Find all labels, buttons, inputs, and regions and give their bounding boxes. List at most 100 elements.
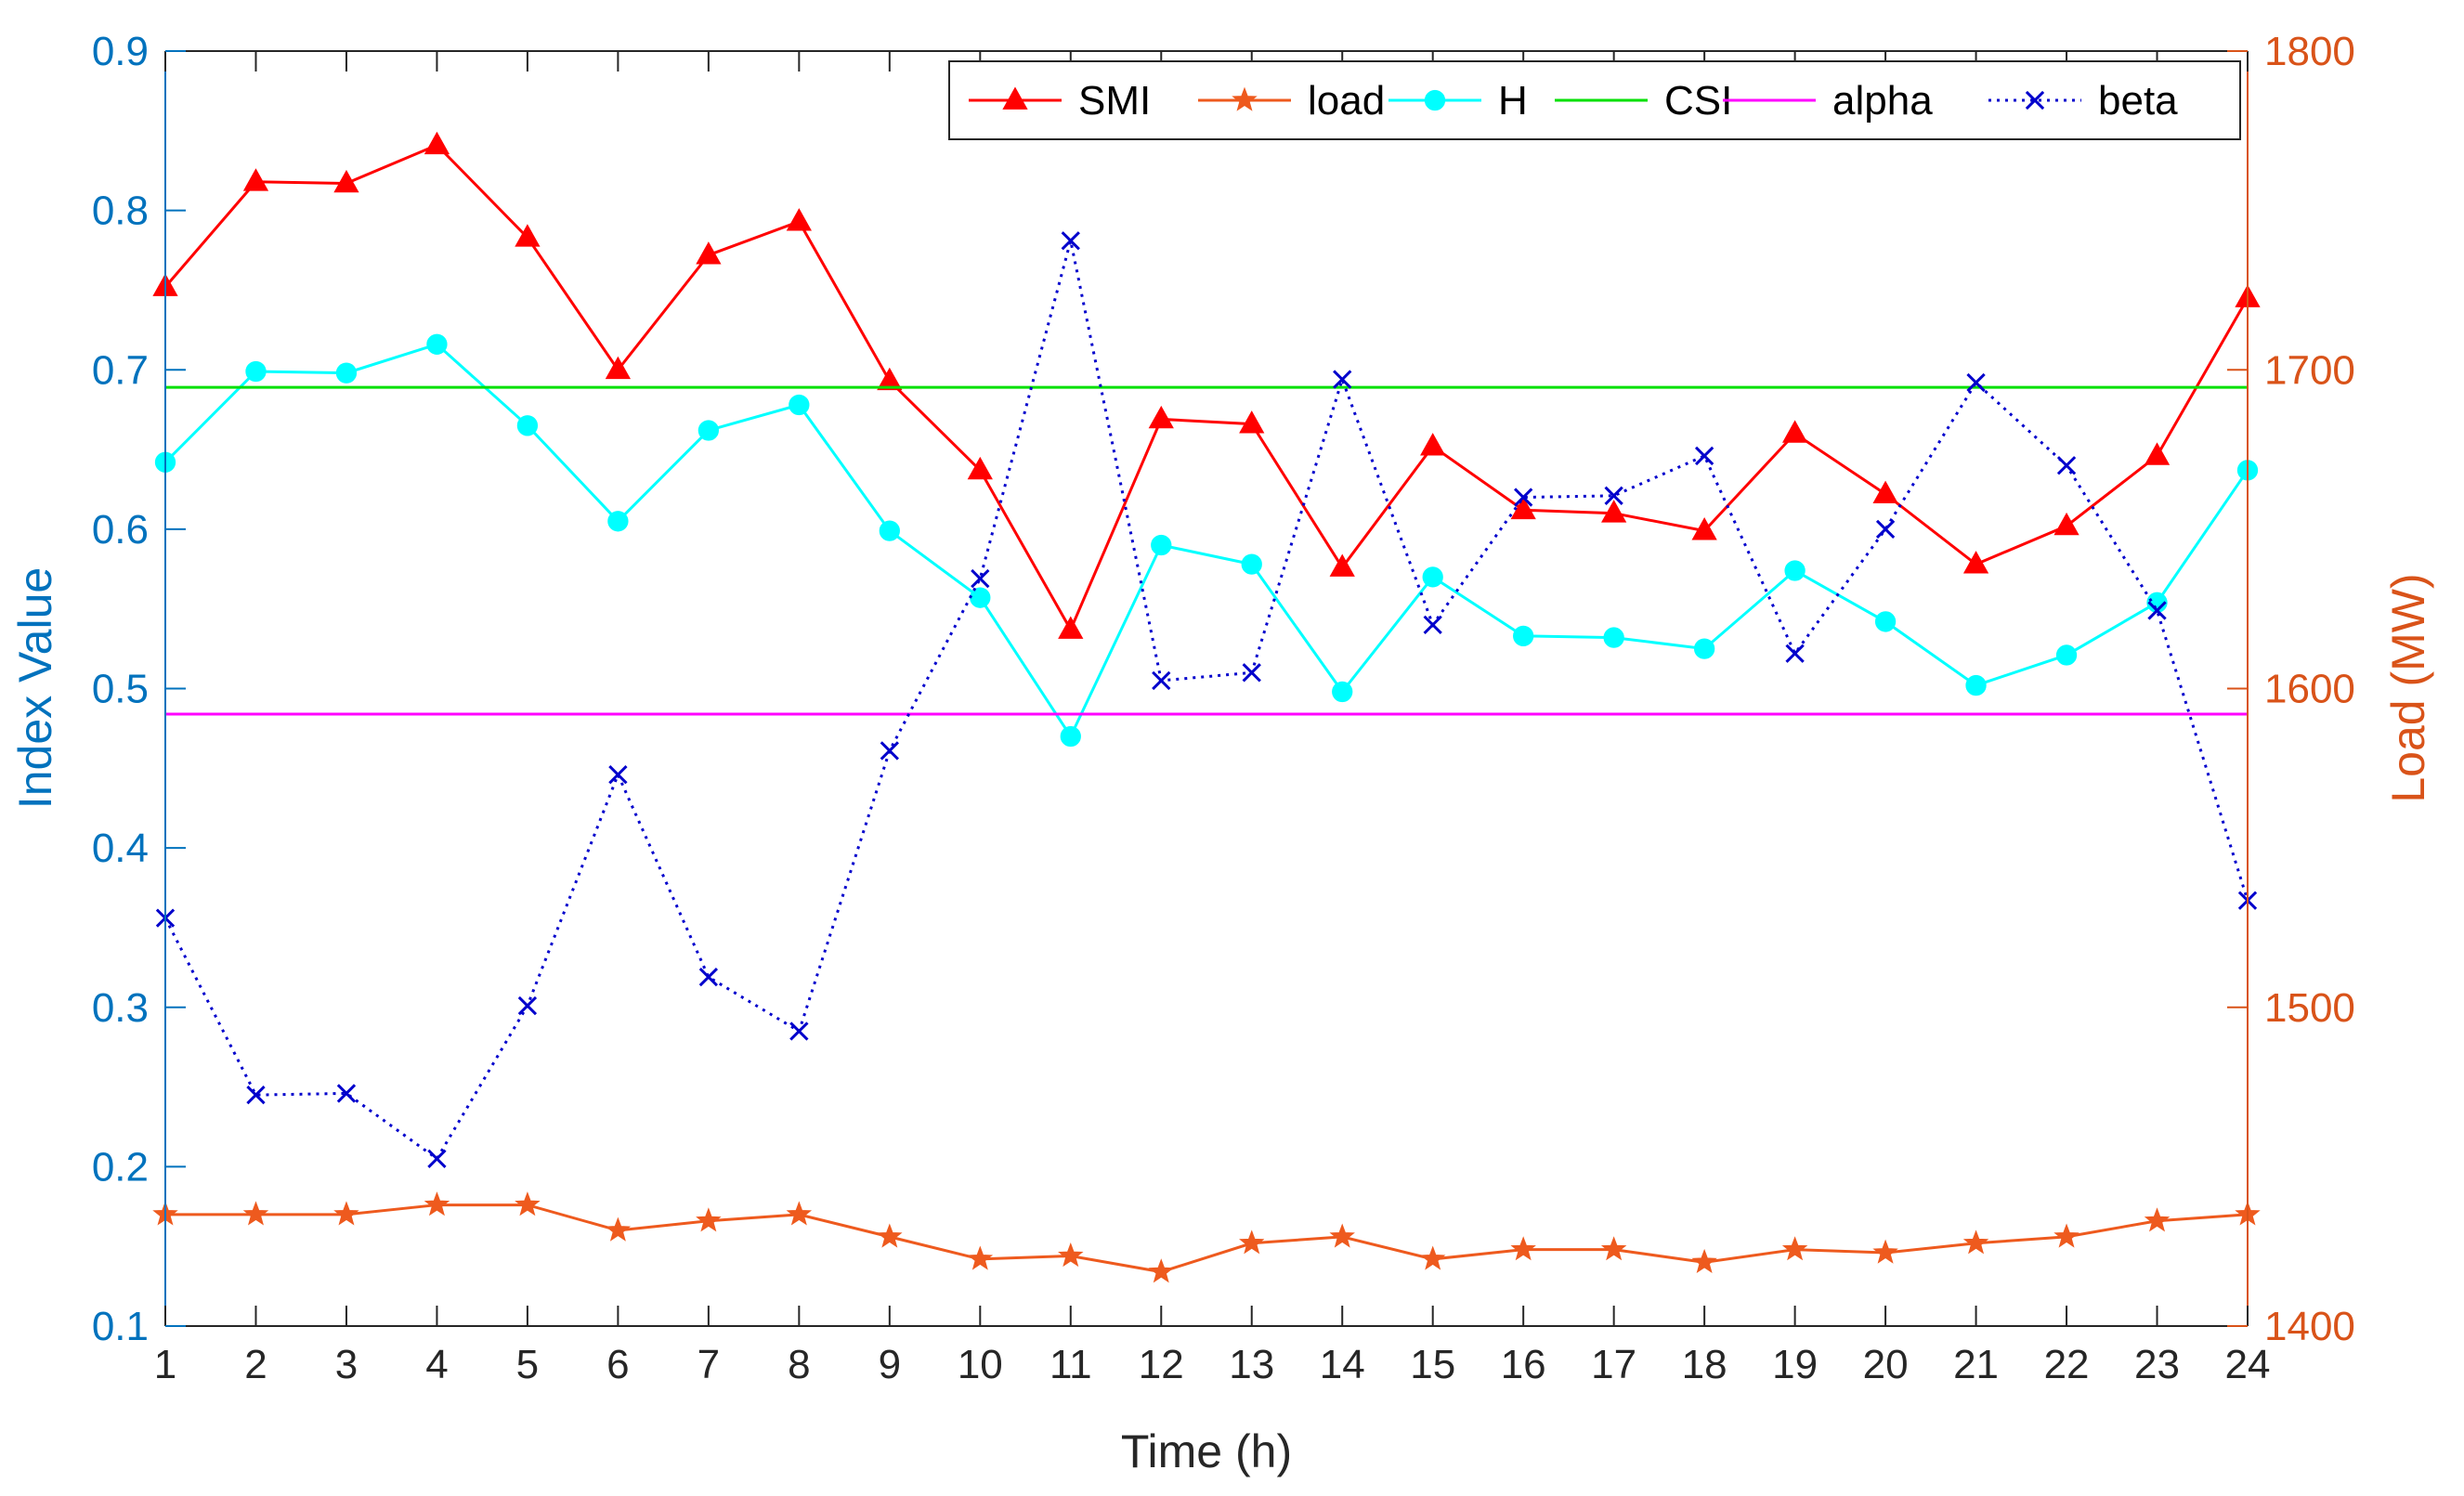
plot-background	[165, 51, 2248, 1326]
legend-label-beta: beta	[2098, 78, 2178, 124]
point-beta-11	[1061, 231, 1080, 251]
point-H-4	[426, 333, 448, 355]
point-H-14	[1332, 681, 1353, 703]
x-axis-title: Time (h)	[1121, 1425, 1292, 1477]
x-tick-label: 9	[879, 1342, 901, 1387]
series-line-load	[165, 1203, 2249, 1274]
legend-label-SMI: SMI	[1078, 78, 1151, 124]
legend: SMI load H CSI alpha beta	[948, 60, 2241, 140]
point-beta-19	[1785, 644, 1805, 663]
x-tick-label: 20	[1863, 1342, 1909, 1387]
x-tick-label: 14	[1320, 1342, 1365, 1387]
point-H-5	[516, 415, 539, 436]
point-load-8	[786, 1201, 813, 1226]
y-tick-label-left: 0.3	[92, 985, 149, 1031]
point-load-9	[877, 1223, 903, 1248]
y-axis-title-left: Index Value	[9, 567, 61, 809]
y-tick-label-left: 0.5	[92, 667, 149, 712]
point-SMI-18	[1691, 517, 1717, 540]
point-SMI-21	[1962, 551, 1989, 574]
point-H-3	[335, 362, 358, 384]
point-beta-16	[1514, 488, 1533, 507]
point-SMI-4	[424, 131, 450, 155]
point-load-10	[967, 1245, 994, 1270]
point-SMI-19	[1781, 420, 1808, 443]
y-axis-title-right: Load (MW)	[2382, 573, 2434, 802]
x-tick-label: 2	[244, 1342, 267, 1387]
x-tick-label: 19	[1772, 1342, 1818, 1387]
legend-entry-H: H	[1388, 78, 1528, 124]
point-beta-8	[789, 1021, 809, 1041]
point-SMI-10	[967, 456, 993, 480]
point-beta-3	[336, 1084, 357, 1103]
x-tick-label: 18	[1682, 1342, 1727, 1387]
point-SMI-14	[1329, 553, 1355, 577]
point-beta-22	[2056, 456, 2077, 475]
point-SMI-12	[1148, 405, 1174, 429]
point-beta-13	[1242, 663, 1261, 683]
x-tick-label: 21	[1953, 1342, 1999, 1387]
y-tick-label-right: 1600	[2264, 667, 2355, 712]
legend-label-load: load	[1308, 78, 1385, 124]
point-beta-15	[1423, 615, 1442, 635]
x-tick-label: 15	[1410, 1342, 1455, 1387]
point-load-23	[2144, 1207, 2171, 1232]
point-load-14	[1329, 1223, 1355, 1248]
y-tick-label-right: 1500	[2264, 985, 2355, 1031]
point-beta-2	[246, 1085, 266, 1105]
point-beta-20	[1875, 519, 1896, 540]
point-load-13	[1239, 1229, 1265, 1255]
point-SMI-13	[1239, 410, 1265, 434]
x-tick-label: 5	[516, 1342, 539, 1387]
point-SMI-15	[1420, 433, 1446, 456]
legend-entry-load: load	[1198, 78, 1385, 124]
point-H-6	[607, 511, 629, 532]
point-load-12	[1148, 1258, 1174, 1283]
point-beta-10	[971, 568, 990, 589]
legend-label-H: H	[1498, 78, 1528, 124]
point-SMI-6	[605, 356, 632, 380]
y-tick-label-left: 0.2	[92, 1144, 149, 1190]
point-load-11	[1058, 1242, 1084, 1268]
x-tick-label: 7	[697, 1342, 720, 1387]
legend-entry-alpha: alpha	[1723, 78, 1933, 124]
legend-marker-H	[1424, 89, 1446, 111]
point-H-2	[245, 360, 267, 383]
point-H-11	[1060, 725, 1081, 748]
y-tick-label-left: 0.4	[92, 826, 149, 871]
x-tick-label: 3	[335, 1342, 358, 1387]
point-SMI-9	[877, 367, 903, 391]
x-tick-label: 23	[2134, 1342, 2180, 1387]
point-H-22	[2055, 644, 2078, 666]
series-line-H	[163, 343, 2249, 740]
point-beta-21	[1966, 372, 1986, 393]
y-tick-label-right: 1400	[2264, 1304, 2355, 1349]
point-H-20	[1874, 611, 1897, 632]
x-tick-label: 8	[788, 1342, 810, 1387]
point-load-5	[515, 1191, 541, 1216]
point-SMI-8	[786, 208, 812, 231]
point-load-16	[1510, 1236, 1536, 1261]
point-H-15	[1422, 566, 1443, 588]
y-tick-label-right: 1800	[2264, 29, 2355, 74]
y-tick-label-left: 0.7	[92, 347, 149, 393]
point-load-4	[424, 1191, 450, 1216]
x-tick-label: 17	[1591, 1342, 1636, 1387]
y-tick-label-left: 0.9	[92, 29, 149, 74]
point-H-13	[1241, 553, 1262, 575]
point-H-19	[1784, 560, 1806, 581]
point-load-20	[1872, 1239, 1898, 1264]
point-beta-17	[1604, 486, 1623, 505]
series-line-beta	[163, 240, 2249, 1161]
point-beta-7	[698, 967, 719, 987]
legend-marker-SMI	[1002, 86, 1028, 110]
point-load-7	[696, 1207, 722, 1232]
x-tick-label: 16	[1501, 1342, 1546, 1387]
x-tick-label: 22	[2044, 1342, 2090, 1387]
axes-layer: 1 2 3 4 5 6 7 8 9 10 11 12 13 14 15 16 17 18 19 20 21 22 23 240…	[92, 29, 2355, 1387]
legend-entry-CSI: CSI	[1555, 78, 1732, 124]
point-load-22	[2053, 1223, 2079, 1248]
y-tick-label-left: 0.1	[92, 1304, 149, 1349]
point-beta-18	[1694, 446, 1714, 466]
legend-entry-SMI: SMI	[969, 78, 1151, 124]
